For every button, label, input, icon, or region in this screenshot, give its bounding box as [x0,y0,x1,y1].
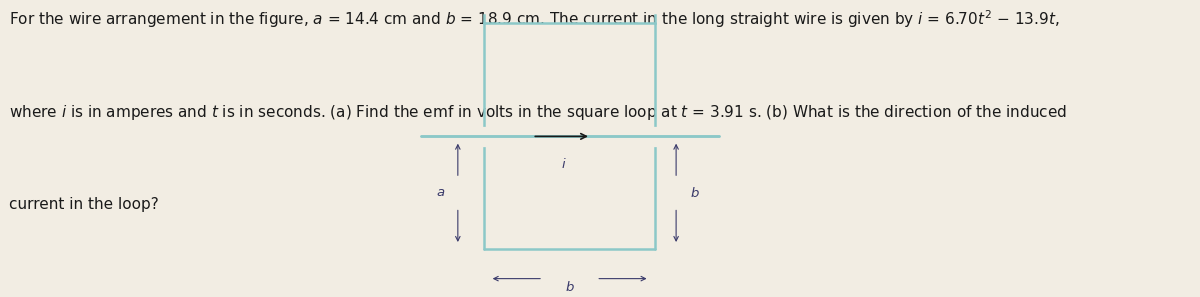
Text: $b$: $b$ [690,186,700,200]
Text: where $i$ is in amperes and $t$ is in seconds. (a) Find the emf in volts in the : where $i$ is in amperes and $t$ is in se… [8,103,1067,122]
Text: $a$: $a$ [436,186,445,199]
Text: $b$: $b$ [565,280,575,294]
Text: current in the loop?: current in the loop? [8,197,158,211]
Text: For the wire arrangement in the figure, $a$ = 14.4 cm and $b$ = 18.9 cm. The cur: For the wire arrangement in the figure, … [8,9,1058,31]
Text: $i$: $i$ [562,157,568,171]
